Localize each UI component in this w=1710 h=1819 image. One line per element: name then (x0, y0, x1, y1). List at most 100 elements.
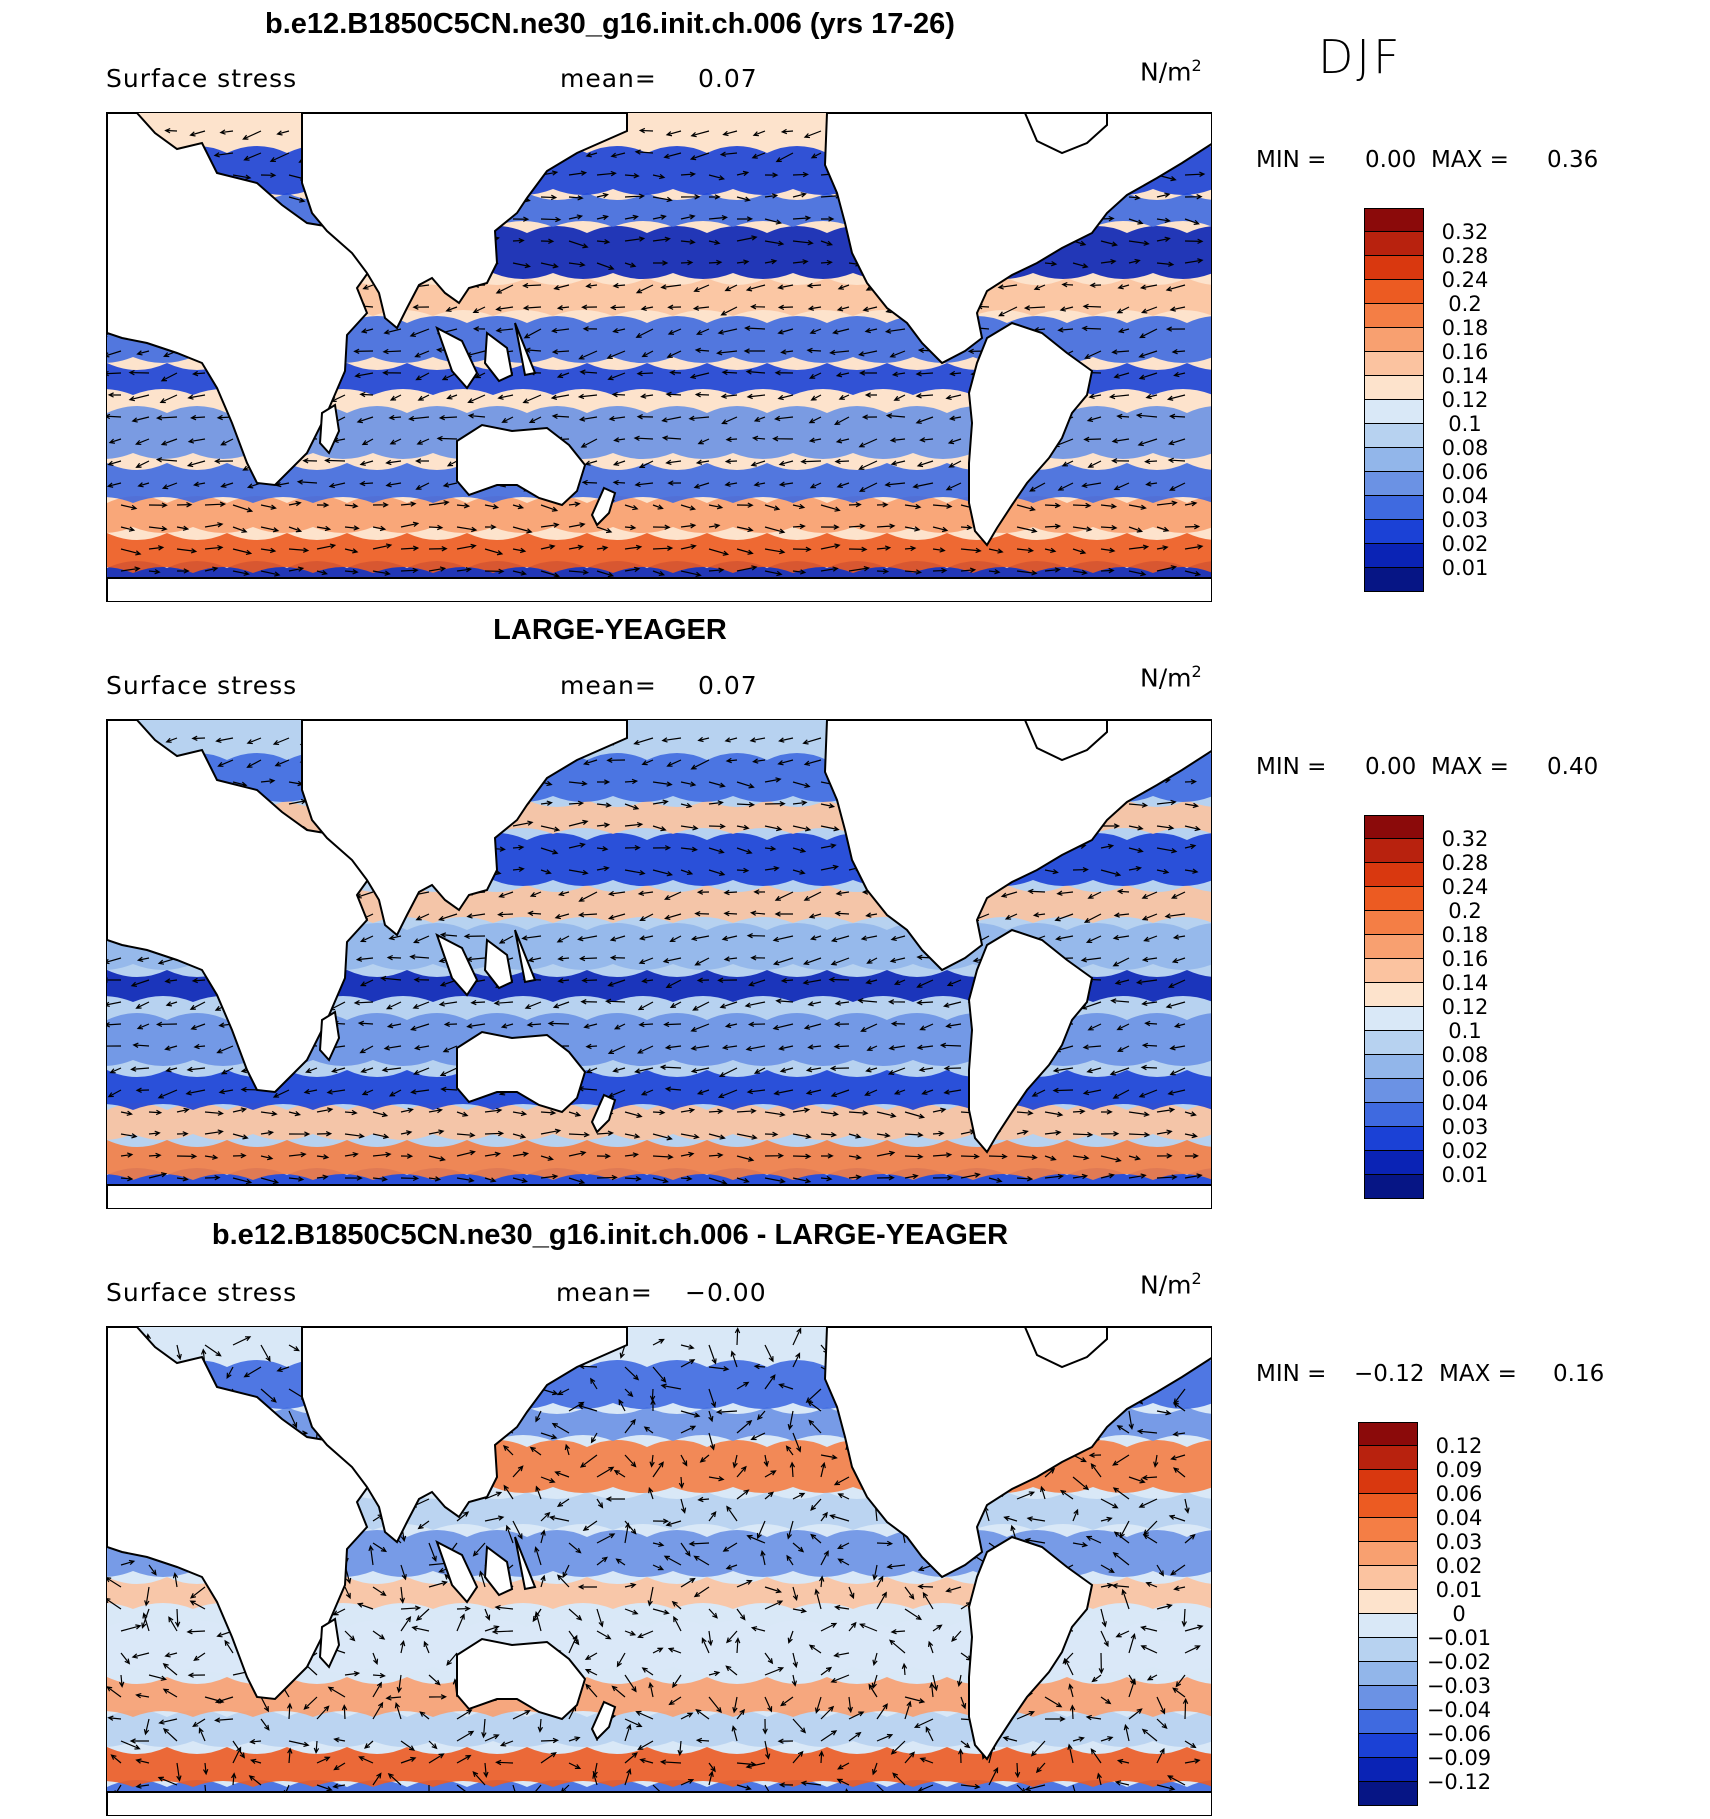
vector-arrow (876, 1591, 887, 1610)
vector-arrow (745, 1045, 766, 1052)
vector-arrow (884, 328, 906, 334)
vector-arrow (512, 526, 533, 534)
vector-arrow (792, 259, 809, 265)
vector-arrow (777, 1738, 794, 1744)
vector-arrow (1156, 1696, 1166, 1715)
vector-arrow (1128, 544, 1150, 550)
vector-arrow (861, 414, 878, 420)
vector-arrow (596, 239, 611, 245)
vector-arrow (410, 1023, 430, 1031)
vector-arrow (624, 236, 646, 242)
vector-arrow (652, 1647, 664, 1654)
vector-arrow (724, 481, 738, 487)
vector-arrow (327, 1686, 346, 1698)
vector-arrow (1044, 547, 1057, 553)
vector-arrow (1170, 1564, 1186, 1576)
vector-arrow (814, 1588, 822, 1610)
vector-arrow (696, 889, 710, 895)
vector-arrow (639, 913, 654, 922)
vector-arrow (708, 548, 730, 556)
colorbar-label: 0.18 (1441, 316, 1489, 340)
vector-arrow (344, 1586, 351, 1600)
vector-arrow (764, 1600, 784, 1610)
vector-arrow (288, 1176, 305, 1182)
vector-arrow (316, 502, 330, 508)
vector-arrow (388, 1089, 402, 1097)
vector-arrow (736, 502, 754, 508)
vector-arrow (624, 869, 646, 876)
vector-arrow (428, 1753, 445, 1764)
vector-arrow (638, 957, 654, 965)
vector-arrow (848, 1154, 862, 1160)
vector-arrow (918, 1066, 934, 1073)
vector-arrow (1072, 262, 1089, 269)
vector-arrow (889, 350, 906, 358)
vector-arrow (859, 1623, 878, 1632)
vector-arrow (802, 979, 822, 985)
vector-arrow (1167, 1775, 1186, 1786)
colorbar-label: 0.08 (1441, 436, 1489, 460)
vector-arrow (1168, 482, 1186, 491)
vector-arrow (613, 1023, 626, 1030)
vector-arrow (551, 413, 570, 419)
vector-arrow (110, 1754, 122, 1764)
vector-arrow (837, 1558, 850, 1566)
vector-arrow (1128, 258, 1141, 265)
vector-arrow (1156, 1603, 1173, 1610)
vector-arrow (638, 127, 654, 134)
colorbar-label: 0.1 (1448, 1019, 1482, 1043)
vector-arrow (578, 955, 598, 962)
vector-arrow (721, 416, 738, 425)
vector-arrow (792, 825, 812, 832)
vector-arrow (529, 1446, 542, 1456)
vector-arrow (581, 479, 598, 486)
vector-arrow (708, 1762, 716, 1773)
vector-arrow (778, 737, 794, 743)
vector-arrow (652, 1154, 674, 1160)
vector-arrow (582, 1520, 598, 1531)
vector-arrow (1100, 1516, 1113, 1522)
vector-arrow (694, 391, 710, 398)
colorbar-swatch (1364, 959, 1424, 983)
vector-arrow (836, 482, 850, 489)
colorbar-label: 0.02 (1441, 1139, 1489, 1163)
vector-arrow (948, 460, 962, 468)
vector-arrow (120, 526, 136, 532)
panel-2-title: LARGE-YEAGER (493, 614, 727, 646)
vector-arrow (1140, 1645, 1158, 1654)
vector-arrow (764, 801, 786, 807)
vector-arrow (820, 216, 835, 222)
vector-arrow (260, 504, 277, 510)
vector-arrow (1083, 913, 1102, 923)
vector-arrow (1128, 1173, 1147, 1179)
vector-arrow (143, 1718, 150, 1736)
vector-arrow (818, 1575, 825, 1588)
vector-arrow (609, 304, 626, 311)
vector-arrow (946, 979, 962, 987)
vector-arrow (677, 1740, 683, 1757)
landmass (301, 113, 628, 330)
vector-arrow (1064, 1658, 1074, 1676)
vector-arrow (1086, 416, 1102, 423)
vector-arrow (232, 570, 250, 576)
vector-arrow (690, 1067, 710, 1074)
vector-arrow (605, 1496, 626, 1502)
vector-arrow (1109, 1067, 1130, 1076)
panel-3-min-label: MIN = (1256, 1361, 1327, 1387)
vector-arrow (413, 977, 430, 983)
vector-arrow (808, 913, 822, 919)
vector-arrow (551, 349, 570, 355)
vector-arrow (960, 1740, 971, 1749)
vector-arrow (665, 1520, 682, 1527)
vector-arrow (792, 240, 814, 246)
vector-arrow (1156, 1784, 1176, 1791)
vector-arrow (1128, 218, 1144, 225)
vector-arrow (763, 1454, 769, 1468)
vector-arrow (260, 1130, 275, 1136)
panel-3-map (106, 1326, 1212, 1816)
vector-arrow (456, 526, 478, 533)
vector-arrow (568, 819, 589, 827)
vector-arrow (394, 1702, 402, 1720)
vector-arrow (871, 1762, 878, 1776)
vector-arrow (176, 525, 190, 531)
